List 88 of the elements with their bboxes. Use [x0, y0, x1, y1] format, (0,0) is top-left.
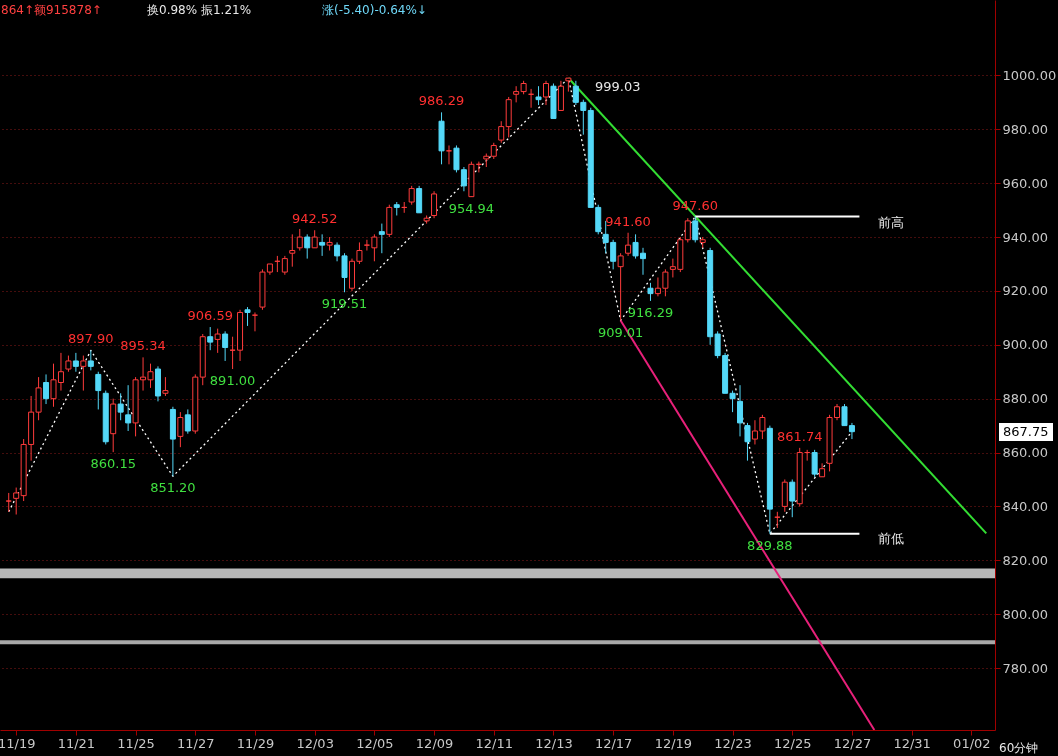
candlestick	[363, 239, 370, 252]
y-tick-label: 780.00	[1002, 660, 1048, 676]
candlestick	[408, 185, 415, 206]
candlestick	[117, 392, 124, 421]
candlestick	[207, 326, 214, 351]
annotation: 941.60	[605, 213, 651, 229]
candlestick	[72, 352, 79, 373]
candlestick	[13, 487, 20, 515]
candlestick	[543, 80, 549, 106]
annotation: 换0.98% 振1.21%	[147, 3, 252, 17]
annotation: 942.52	[291, 211, 338, 227]
candlestick	[737, 384, 744, 437]
annotation: 860.15	[90, 456, 136, 472]
x-tick-label: 12/25	[774, 735, 812, 751]
annotation: 前高	[878, 215, 904, 230]
text: 60分钟	[999, 741, 1039, 755]
x-tick-label: 12/05	[356, 735, 394, 751]
x-tick-label: 12/23	[714, 735, 752, 751]
annotation: 864↑额915878↑	[1, 3, 102, 17]
candlestick	[744, 422, 751, 462]
x-tick-label: 12/31	[893, 735, 931, 751]
annotation: 861.74	[776, 428, 823, 444]
candlestick	[692, 216, 699, 243]
x-tick-label: 12/27	[833, 735, 872, 751]
annotation: 前低	[878, 531, 904, 546]
x-tick-label: 12/03	[296, 735, 334, 751]
annotation: 851.20	[150, 480, 196, 496]
annotation: 999.03	[595, 79, 641, 94]
candlestick	[177, 411, 184, 448]
annotation: 916.29	[627, 304, 674, 320]
candlestick	[5, 492, 12, 513]
candlestick	[87, 349, 94, 371]
candlestick	[625, 232, 632, 257]
candlestick	[319, 233, 326, 257]
x-tick-label: 11/21	[57, 735, 96, 751]
candlestick	[304, 233, 311, 260]
annotation: 897.90	[68, 331, 114, 347]
annotation: 954.94	[448, 200, 495, 216]
candlestick	[811, 449, 818, 478]
y-tick-label: 840.00	[1002, 498, 1048, 514]
candlestick	[378, 223, 385, 254]
candlestick	[289, 233, 296, 268]
x-tick-label: 01/02	[953, 735, 991, 751]
annotation: 919.51	[321, 296, 368, 312]
annotation: 906.59	[187, 308, 233, 324]
candlestick	[80, 355, 87, 392]
candlestick	[431, 190, 438, 219]
y-tick-label: 820.00	[1002, 552, 1048, 568]
y-tick-label: 940.00	[1002, 229, 1048, 245]
candlestick	[647, 282, 654, 302]
candlestick	[535, 85, 542, 106]
candlestick	[222, 330, 229, 362]
y-tick-label: 980.00	[1002, 121, 1048, 137]
x-tick-label: 11/27	[177, 735, 215, 751]
y-tick-label: 860.00	[1002, 445, 1048, 461]
candlestick	[162, 376, 169, 397]
y-tick-label: 880.00	[1002, 391, 1048, 407]
x-tick-label: 11/25	[117, 735, 155, 751]
candlestick	[214, 328, 221, 354]
annotation: 891.00	[209, 373, 256, 389]
candlestick	[498, 120, 505, 144]
y-tick-label: 900.00	[1002, 337, 1048, 353]
annotation: 涨(-5.40)-0.64%↓	[322, 3, 427, 17]
x-tick-label: 12/19	[654, 735, 693, 751]
x-tick-label: 12/13	[535, 735, 573, 751]
x-tick-label: 12/17	[594, 735, 633, 751]
x-tick-label: 11/29	[236, 735, 275, 751]
x-tick-label: 11/19	[0, 735, 36, 751]
candlestick	[281, 255, 288, 276]
candlestick	[296, 228, 303, 252]
candlestick	[684, 217, 691, 243]
candlestick	[371, 233, 378, 262]
x-tick-label: 12/11	[475, 735, 513, 751]
text: 867.75	[1003, 424, 1049, 439]
x-tick-label: 12/09	[415, 735, 454, 751]
candlestick	[244, 306, 251, 327]
candlestick	[95, 371, 102, 410]
candlestick	[617, 252, 624, 322]
candlestick	[43, 373, 50, 405]
annotation: 986.29	[418, 93, 465, 109]
candlestick	[789, 478, 796, 518]
annotation: 895.34	[120, 338, 166, 354]
candlestick	[125, 384, 132, 432]
y-tick-label: 1000.00	[1002, 67, 1057, 83]
y-tick-label: 960.00	[1002, 175, 1048, 191]
y-tick-label: 920.00	[1002, 283, 1048, 299]
y-tick-label: 800.00	[1002, 606, 1048, 622]
candlestick	[184, 408, 191, 435]
